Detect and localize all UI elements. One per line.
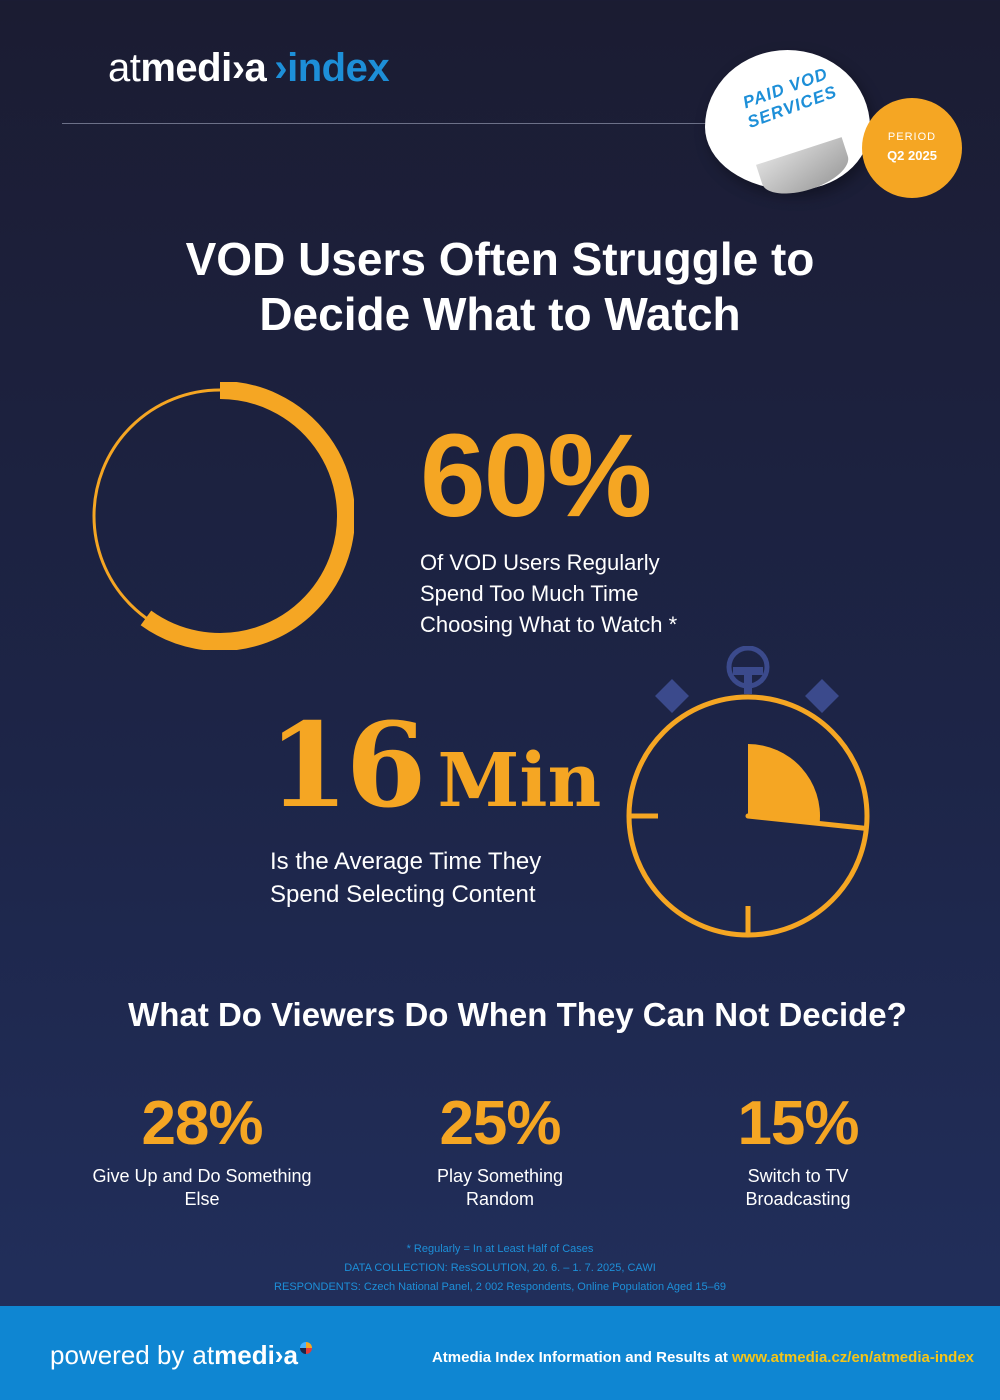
logo: atmedi›a ›index	[108, 46, 390, 91]
main-desc-line-1: Of VOD Users Regularly	[420, 550, 660, 575]
average-time-unit: Min	[437, 738, 602, 824]
logo-index: ›index	[274, 46, 390, 90]
option-give-up: 28% Give Up and Do Something Else	[72, 1088, 332, 1211]
period-badge: PERIOD Q2 2025	[862, 98, 962, 198]
logo-at: at	[108, 46, 141, 90]
stopwatch-face	[626, 694, 870, 938]
option-value: 28%	[141, 1089, 263, 1158]
average-time: 16 Min	[268, 698, 601, 834]
header-divider	[62, 123, 710, 124]
ring-progress-arc	[140, 382, 354, 650]
option-play-random: 25% Play Something Random	[370, 1088, 630, 1211]
page-title: VOD Users Often Struggle to Decide What …	[0, 232, 1000, 342]
logo-media: medi›a	[140, 46, 267, 90]
option-label-line-1: Switch to TV	[747, 1166, 849, 1186]
footnotes: * Regularly = In at Least Half of Cases …	[0, 1240, 1000, 1297]
option-label-line-1: Give Up and Do Something	[92, 1166, 312, 1186]
footnote-data-collection: DATA COLLECTION: ResSOLUTION, 20. 6. – 1…	[344, 1262, 656, 1274]
stopwatch-right-button	[805, 679, 839, 713]
page-title-line-2: Decide What to Watch	[259, 288, 741, 340]
option-switch-tv: 15% Switch to TV Broadcasting	[668, 1088, 928, 1211]
powered-by-text: powered by	[50, 1340, 185, 1370]
brand-dot-icon	[299, 1342, 312, 1354]
footer-info-text: Atmedia Index Information and Results at	[431, 1349, 732, 1366]
stopwatch-left-button	[655, 679, 689, 713]
footnote-definition: * Regularly = In at Least Half of Cases	[406, 1243, 594, 1255]
option-label-line-2: Else	[184, 1189, 220, 1209]
footer-brand-media: medi›a	[214, 1340, 298, 1370]
period-value: Q2 2025	[887, 148, 937, 163]
average-time-number: 16	[268, 698, 426, 834]
main-desc-line-3: Choosing What to Watch *	[420, 612, 678, 637]
section-heading: What Do Viewers Do When They Can Not Dec…	[128, 996, 907, 1033]
option-label-line-2: Random	[465, 1189, 535, 1209]
time-desc-line-2: Spend Selecting Content	[270, 881, 536, 908]
period-label: PERIOD	[887, 131, 937, 143]
footnote-respondents: RESPONDENTS: Czech National Panel, 2 002…	[274, 1281, 726, 1293]
percentage-ring	[92, 382, 354, 650]
stopwatch-icon	[626, 646, 870, 938]
stopwatch-elapsed-sector	[748, 744, 821, 824]
option-value: 25%	[439, 1089, 561, 1158]
average-time-description: Is the Average Time They Spend Selecting…	[270, 845, 600, 911]
stopwatch-hand	[745, 813, 866, 831]
footer-brand-at: at	[192, 1340, 215, 1370]
footer-info: Atmedia Index Information and Results at…	[432, 1349, 974, 1366]
footer-bar: powered by atmedi›a Atmedia Index Informa…	[0, 1306, 1000, 1400]
main-desc-line-2: Spend Too Much Time	[420, 581, 639, 606]
time-desc-line-1: Is the Average Time They	[270, 848, 542, 875]
page-title-line-1: VOD Users Often Struggle to	[185, 233, 815, 285]
powered-by: powered by atmedi›a	[50, 1340, 312, 1371]
option-label-line-2: Broadcasting	[745, 1189, 851, 1209]
main-percentage: 60%	[420, 410, 652, 542]
main-percentage-description: Of VOD Users Regularly Spend Too Much Ti…	[420, 547, 750, 640]
footer-url-link[interactable]: www.atmedia.cz/en/atmedia-index	[731, 1349, 974, 1366]
stopwatch-stem	[744, 670, 752, 694]
option-value: 15%	[737, 1089, 859, 1158]
option-label-line-1: Play Something	[436, 1166, 564, 1186]
